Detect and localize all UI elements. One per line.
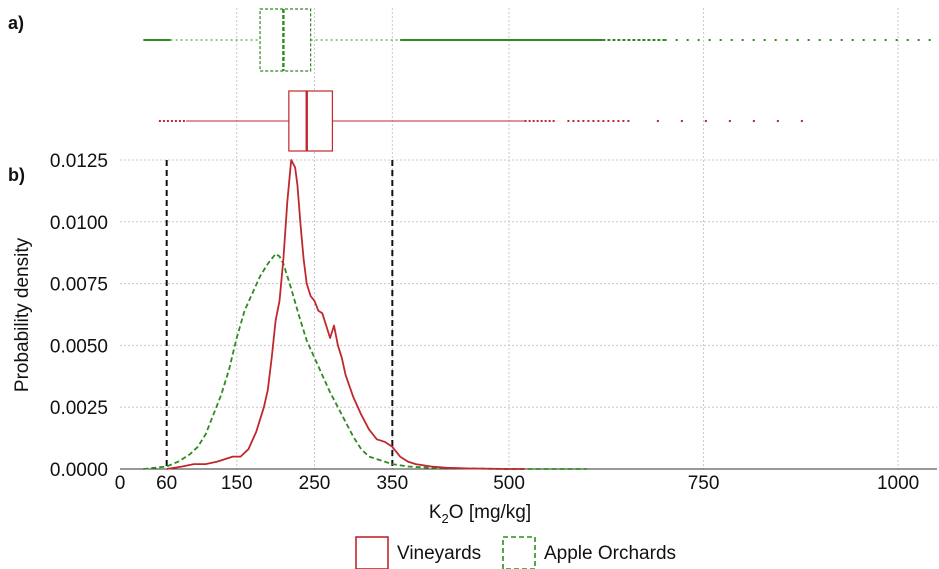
vline-layer (165, 160, 394, 469)
legend-label-vineyards: Vineyards (397, 543, 481, 564)
y-tick-label: 0.0075 (50, 275, 108, 296)
x-axis-label: K2O [mg/kg] (429, 502, 531, 526)
x-tick-label: 500 (493, 473, 525, 494)
density-curve-layer (143, 159, 587, 470)
density-curve-vineyards (166, 159, 525, 470)
y-tick-label: 0.0100 (50, 213, 108, 234)
grid-layer (120, 8, 937, 469)
panel-label-a: a) (8, 13, 24, 33)
legend: Vineyards Apple Orchards (355, 536, 676, 569)
x-tick-label: 750 (688, 473, 720, 494)
x-tick-label: 60 (156, 473, 177, 494)
y-axis-label: Probability density (12, 237, 33, 392)
x-tick-label: 1000 (877, 473, 919, 494)
x-tick-label: 0 (115, 473, 126, 494)
axes-layer: 0 60 150 250 350 500 750 1000 0.0000 0.0025 0.0050… (50, 151, 937, 494)
density-curve-apple-orchards (143, 253, 587, 470)
x-tick-label: 350 (376, 473, 408, 494)
y-tick-label: 0.0000 (50, 460, 108, 481)
y-tick-label: 0.0025 (50, 398, 108, 419)
boxplot-layer (143, 8, 937, 152)
x-tick-label: 150 (221, 473, 253, 494)
panel-label-b: b) (8, 165, 25, 185)
box-vineyards (288, 90, 334, 152)
legend-label-apple-orchards: Apple Orchards (544, 543, 676, 564)
legend-swatch-apple-orchards (502, 536, 536, 569)
y-tick-label: 0.0125 (50, 151, 108, 172)
x-tick-label: 250 (299, 473, 331, 494)
box-apple-orchards (259, 8, 312, 72)
y-tick-label: 0.0050 (50, 336, 108, 357)
legend-swatch-vineyards (355, 536, 389, 569)
